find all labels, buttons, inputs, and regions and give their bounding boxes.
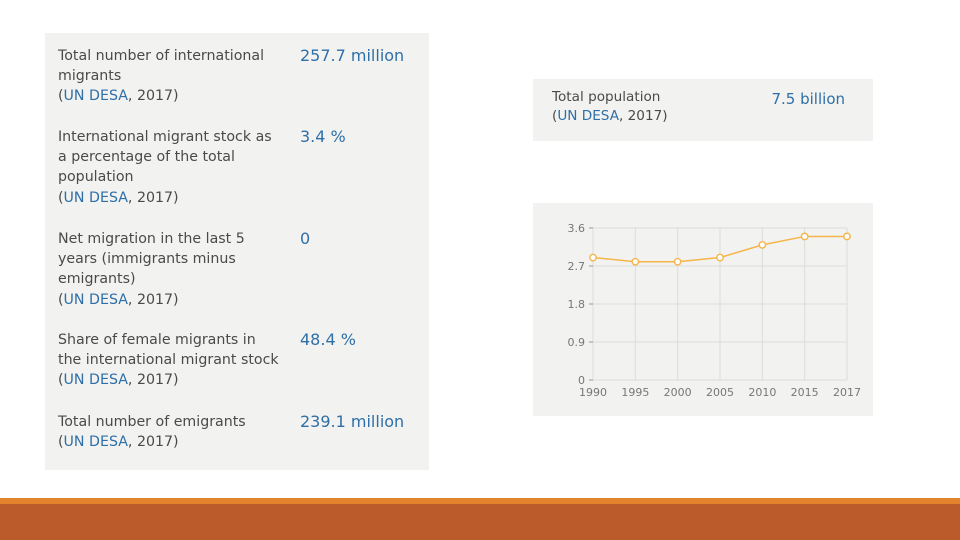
footer-bar (0, 504, 960, 540)
stat-value: 0 (300, 229, 311, 248)
source-link[interactable]: UN DESA (63, 88, 128, 105)
x-tick-label: 2000 (664, 386, 692, 399)
y-tick-label: 1.8 (568, 298, 586, 311)
population-label: Total population (UN DESA, 2017) (552, 88, 668, 126)
source-link[interactable]: UN DESA (63, 189, 128, 206)
x-tick-label: 2010 (748, 386, 776, 399)
migrant-stock-chart-panel: 3.6 2.7 1.8 0.9 0 1990 1995 2000 2005 2010 2015 201… (533, 203, 873, 416)
stat-label-line: a percentage of the total (58, 149, 235, 166)
population-source: (UN DESA, 2017) (552, 108, 668, 124)
data-point (673, 257, 682, 266)
x-tick-label: 2005 (706, 386, 734, 399)
stat-source: (UN DESA, 2017) (58, 372, 179, 389)
stat-source: (UN DESA, 2017) (58, 291, 179, 308)
y-tick-label: 0.9 (568, 336, 586, 349)
stat-source: (UN DESA, 2017) (58, 189, 179, 206)
x-tick-label: 2017 (833, 386, 861, 399)
x-tick-label: 2015 (791, 386, 819, 399)
stat-label-line: the international migrant stock (58, 352, 279, 369)
source-link[interactable]: UN DESA (557, 108, 619, 124)
stat-value: 3.4 % (300, 127, 346, 146)
y-tick-label: 3.6 (568, 222, 586, 235)
stat-value: 239.1 million (300, 412, 405, 431)
total-population-panel: Total population (UN DESA, 2017) 7.5 bil… (533, 79, 873, 141)
data-point (758, 240, 767, 249)
stat-label-line: Share of female migrants in (58, 332, 256, 348)
y-tick-label: 0 (578, 374, 585, 387)
footer-accent-line (0, 498, 960, 504)
data-point (800, 232, 809, 241)
stat-label-line: Net migration in the last 5 (58, 231, 245, 247)
stat-label: Total number of international migrants (… (58, 46, 280, 107)
y-tick-label: 2.7 (568, 260, 586, 273)
source-link[interactable]: UN DESA (63, 372, 128, 389)
source-link[interactable]: UN DESA (63, 291, 128, 308)
stat-label: Total number of emigrants (UN DESA, 2017… (58, 412, 280, 452)
data-point (589, 253, 597, 262)
stat-label-line: Total number of international (58, 48, 265, 64)
stat-source: (UN DESA, 2017) (58, 88, 179, 105)
migration-stats-panel: Total number of international migrants (… (45, 33, 429, 470)
data-point (631, 257, 640, 266)
data-point (843, 232, 851, 241)
population-value: 7.5 billion (771, 90, 846, 108)
data-point (716, 253, 724, 262)
stat-label-line: population (58, 169, 134, 186)
population-label-text: Total population (552, 89, 661, 105)
stat-value: 48.4 % (300, 330, 356, 349)
stat-label: Net migration in the last 5 years (immig… (58, 229, 280, 310)
x-tick-label: 1995 (621, 386, 649, 399)
stat-value: 257.7 million (300, 46, 405, 65)
stat-label: Share of female migrants in the internat… (58, 330, 280, 391)
source-link[interactable]: UN DESA (63, 434, 128, 451)
stat-label-line: Total number of emigrants (58, 414, 246, 430)
x-tick-label: 1990 (579, 386, 607, 399)
stat-label: International migrant stock as a percent… (58, 127, 280, 208)
stat-label-line: emigrants) (58, 271, 136, 288)
stat-label-line: International migrant stock as (58, 129, 272, 145)
stat-label-line: years (immigrants minus (58, 251, 236, 268)
stat-source: (UN DESA, 2017) (58, 434, 179, 451)
stat-label-line: migrants (58, 68, 122, 85)
